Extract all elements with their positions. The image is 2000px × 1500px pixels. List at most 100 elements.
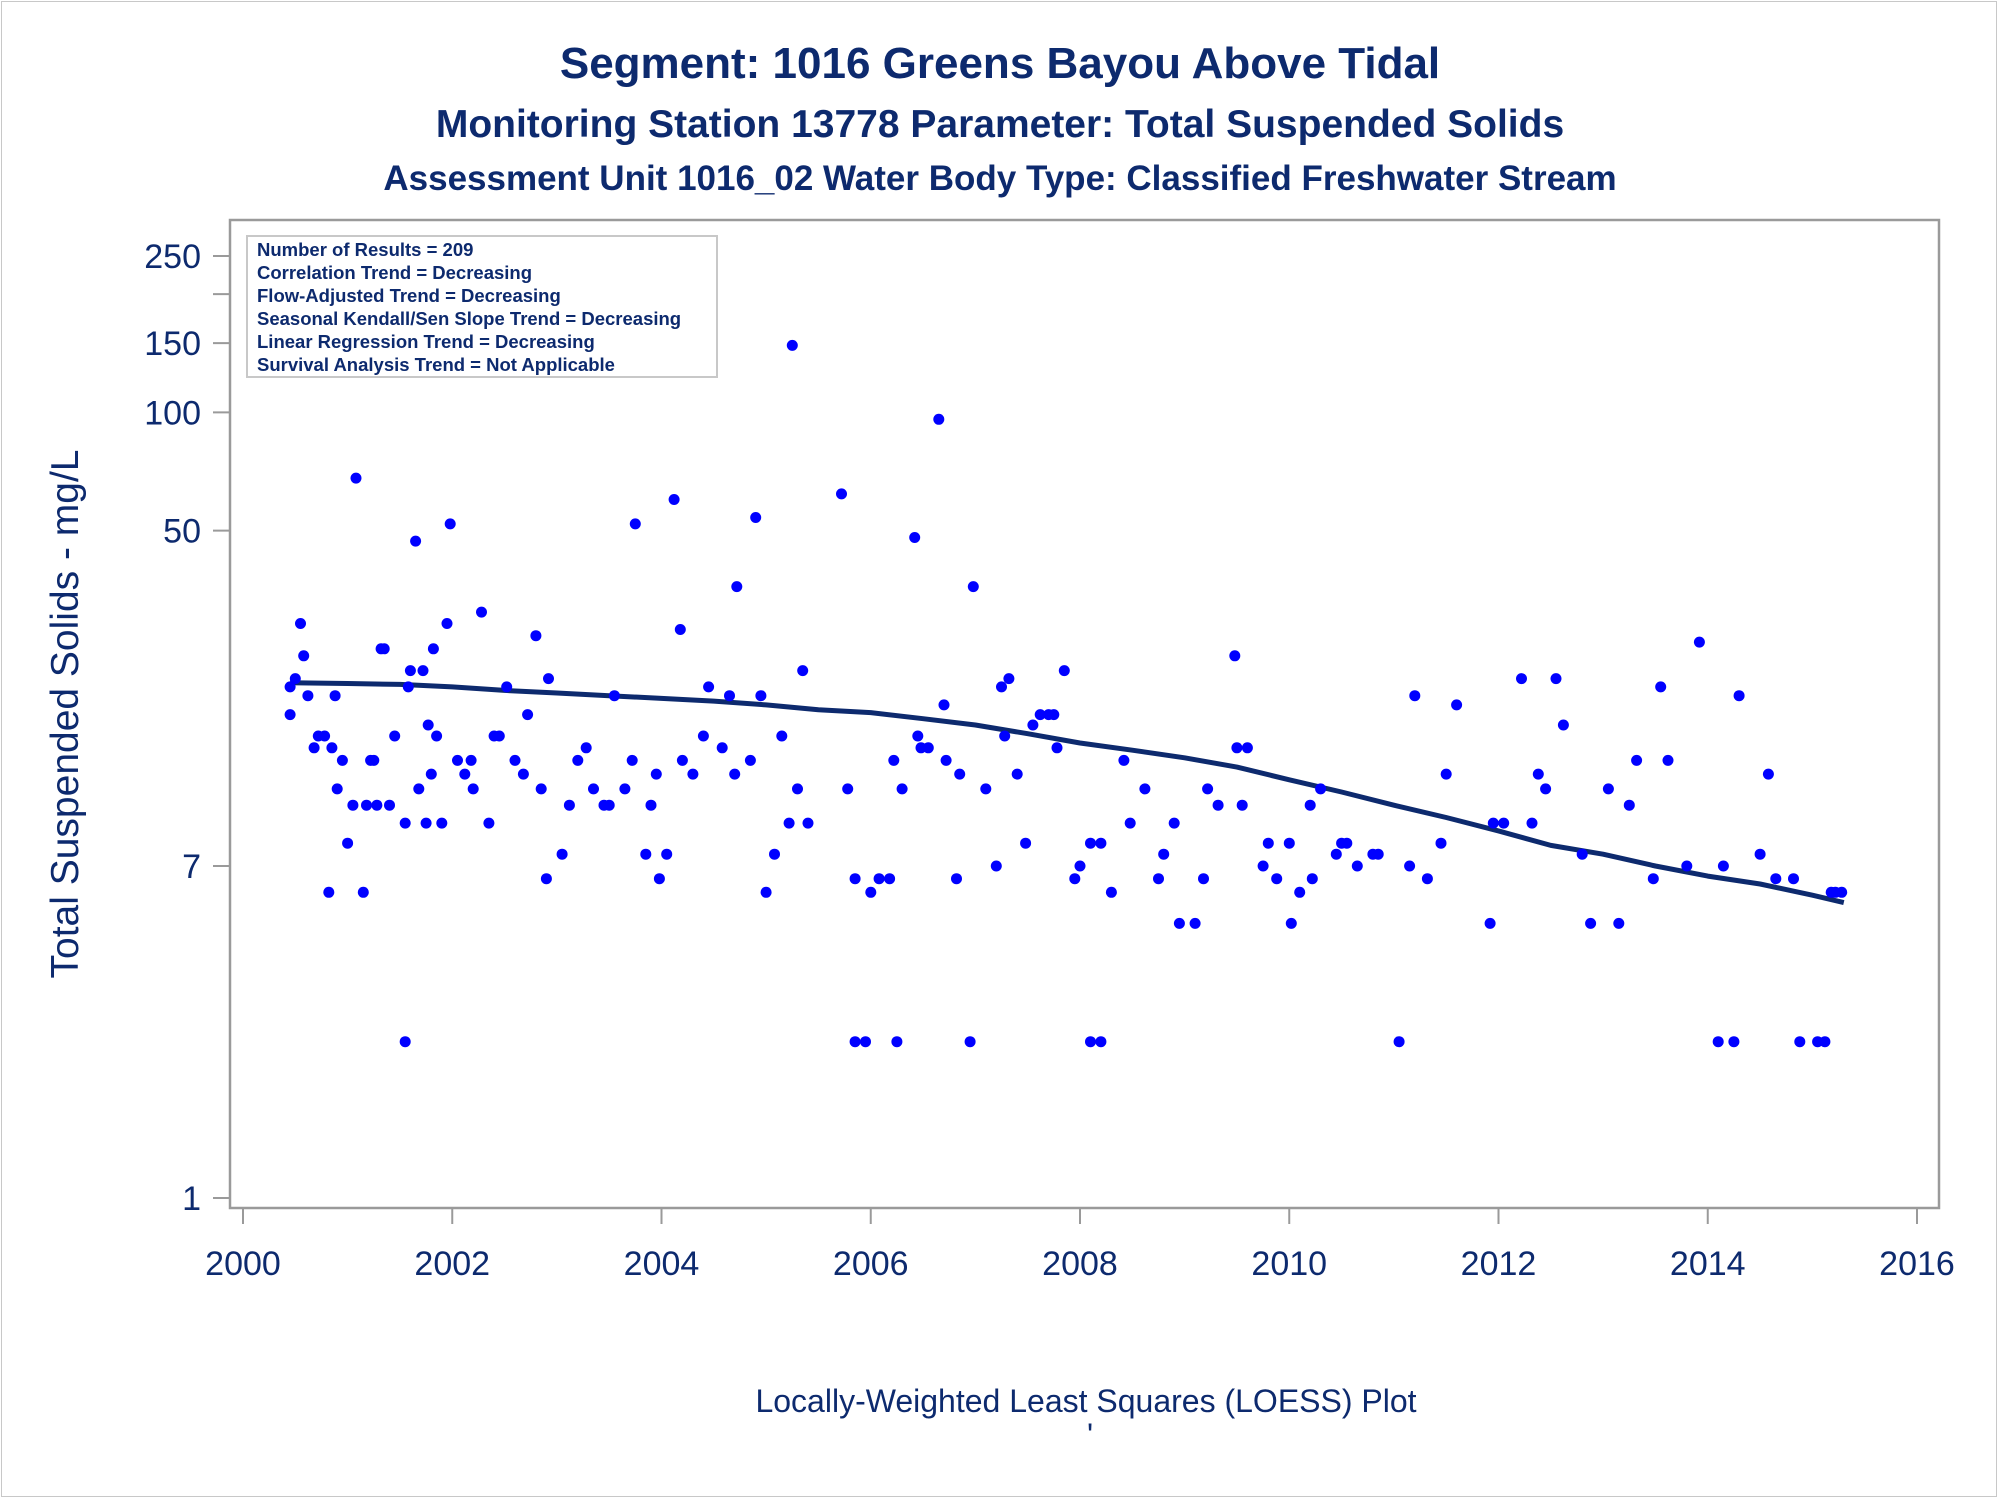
data-point — [865, 886, 877, 898]
data-point — [329, 690, 341, 702]
inset-line: Correlation Trend = Decreasing — [257, 262, 532, 283]
data-point — [1283, 837, 1295, 849]
data-point — [1158, 848, 1170, 860]
chart-title: Segment: 1016 Greens Bayou Above Tidal — [560, 39, 1440, 88]
data-point — [661, 848, 673, 860]
data-point — [357, 886, 369, 898]
data-point — [760, 886, 772, 898]
data-point — [1372, 848, 1384, 860]
y-axis: 1 7 50 100 150 250 — [144, 238, 230, 1218]
data-point — [1229, 650, 1241, 662]
data-point — [308, 742, 320, 754]
data-point — [1051, 742, 1063, 754]
data-point — [951, 873, 962, 885]
data-point — [427, 643, 439, 655]
data-point — [1058, 665, 1070, 677]
data-point — [368, 754, 380, 766]
data-point — [580, 742, 592, 754]
data-point — [1393, 1036, 1405, 1048]
data-point — [1231, 742, 1243, 754]
data-point — [1819, 1036, 1831, 1048]
data-point — [535, 783, 547, 795]
data-point — [668, 494, 680, 505]
data-point — [1662, 754, 1674, 766]
data-point — [603, 799, 615, 811]
data-point — [522, 709, 534, 721]
data-point — [884, 873, 896, 885]
inset-line: Flow-Adjusted Trend = Decreasing — [257, 285, 561, 306]
plot-type-footnote: Locally-Weighted Least Squares (LOESS) P… — [755, 1383, 1416, 1419]
data-point — [676, 754, 688, 766]
data-point — [326, 742, 338, 754]
data-point — [1655, 681, 1667, 693]
data-point — [417, 665, 429, 677]
data-point — [1168, 817, 1180, 829]
inset-line: Survival Analysis Trend = Not Applicable — [257, 354, 615, 375]
data-point — [1754, 848, 1766, 860]
data-point — [980, 783, 992, 795]
data-point — [1074, 860, 1086, 872]
data-point — [517, 768, 529, 780]
plot-area — [228, 218, 1941, 1210]
data-point — [1262, 837, 1274, 849]
data-point — [783, 817, 795, 829]
data-point — [909, 532, 921, 543]
data-point — [509, 754, 521, 766]
x-tick-label: 2006 — [833, 1245, 909, 1283]
data-point — [1404, 860, 1416, 872]
x-tick-label: 2016 — [1879, 1245, 1955, 1283]
loess-curve — [290, 680, 1845, 906]
data-point — [1435, 837, 1447, 849]
data-point — [319, 730, 331, 742]
data-point — [842, 783, 854, 795]
y-axis-label: Total Suspended Solids - mg/L — [44, 450, 87, 979]
x-tick-label: 2004 — [624, 1245, 700, 1283]
data-point — [389, 730, 401, 742]
data-point — [697, 730, 709, 742]
data-point — [371, 799, 383, 811]
data-point — [1440, 768, 1452, 780]
data-point — [295, 618, 306, 629]
y-tick-label: 7 — [182, 848, 201, 886]
data-point — [436, 817, 448, 829]
data-point — [640, 848, 652, 860]
data-point — [476, 606, 487, 618]
data-point — [744, 754, 756, 766]
data-point — [1124, 817, 1136, 829]
inset-line: Linear Regression Trend = Decreasing — [257, 331, 595, 352]
data-point — [724, 690, 735, 702]
data-point — [1202, 783, 1214, 795]
data-point — [323, 886, 335, 898]
y-tick-label: 150 — [144, 325, 201, 363]
data-point — [938, 699, 950, 711]
data-point — [1421, 873, 1433, 885]
data-point — [1198, 873, 1209, 885]
data-point — [786, 339, 798, 351]
y-tick-label: 50 — [163, 513, 201, 551]
data-point — [729, 768, 741, 780]
data-point — [964, 1036, 976, 1048]
data-point — [653, 873, 665, 885]
data-point — [501, 681, 513, 693]
data-point — [399, 1036, 411, 1048]
data-point — [703, 681, 715, 693]
data-point — [1681, 860, 1693, 872]
data-point — [940, 754, 952, 766]
data-point — [967, 581, 979, 593]
data-point — [1257, 860, 1269, 872]
data-point — [563, 799, 575, 811]
data-point — [1526, 817, 1538, 829]
data-point — [1020, 837, 1032, 849]
data-point — [1011, 768, 1023, 780]
data-point — [731, 581, 743, 593]
data-point — [1189, 917, 1201, 929]
data-point — [1173, 917, 1185, 929]
data-point — [1647, 873, 1659, 885]
data-point — [750, 512, 762, 523]
data-point — [629, 518, 641, 530]
data-point — [350, 472, 362, 484]
data-point — [687, 768, 699, 780]
data-point — [1095, 1036, 1107, 1048]
